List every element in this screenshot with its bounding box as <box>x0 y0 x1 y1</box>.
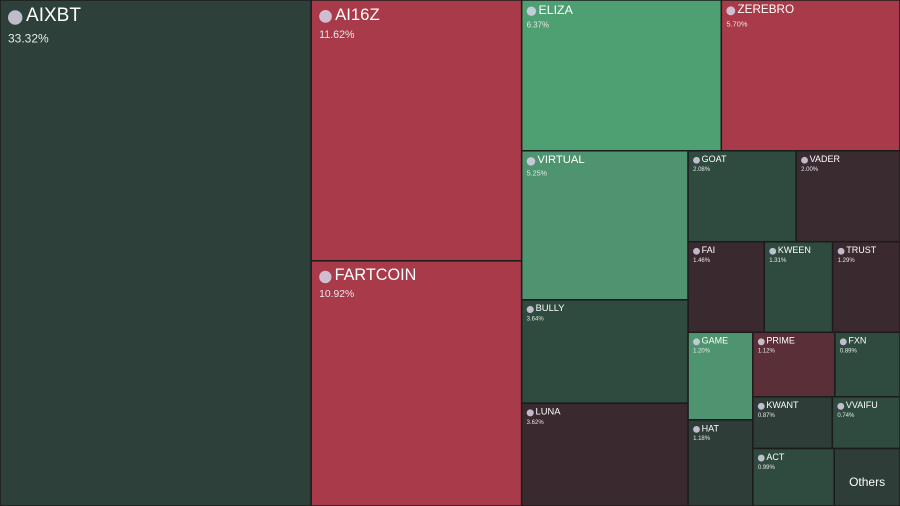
tile-rect <box>520 0 723 152</box>
tile-rect <box>310 0 523 262</box>
tile-icon <box>526 157 536 166</box>
tile-rect <box>763 240 834 334</box>
tile-icon <box>319 270 332 284</box>
tile-icon <box>837 402 845 410</box>
tile: HAT 1.18% <box>687 419 754 506</box>
tile-name: TRUST <box>846 245 876 255</box>
tile-icon <box>526 305 534 314</box>
tile-rect <box>687 240 766 334</box>
tile-icon <box>726 6 736 16</box>
tile: LUNA 3.62% <box>520 402 689 506</box>
tile-value: 5.70% <box>726 19 748 28</box>
tile-icon <box>693 425 700 433</box>
tile-value: 0.87% <box>758 413 776 419</box>
tile-name: AI16Z <box>335 5 380 24</box>
tile-icon <box>757 338 765 346</box>
tile-name: VVAIFU <box>846 400 878 410</box>
tile: VADER 2.00% <box>795 150 900 243</box>
tile-value: 1.31% <box>769 258 787 264</box>
tile: VIRTUAL 5.25% <box>520 150 689 301</box>
tile: ZEREBRO 5.70% <box>720 0 900 152</box>
tile-rect <box>0 0 312 506</box>
tile-icon <box>526 409 534 417</box>
tile: PRIME 1.12% <box>752 331 836 398</box>
tile-name: GAME <box>702 336 729 346</box>
tile-value: 1.29% <box>838 258 856 264</box>
tile-rect <box>520 150 689 301</box>
tile-rect <box>520 402 689 506</box>
tile-value: 33.32% <box>8 31 49 45</box>
tile-name: FXN <box>848 336 866 346</box>
tile-value: 3.64% <box>527 317 545 323</box>
tile-name: ELIZA <box>538 3 573 17</box>
tile-value: 11.62% <box>319 29 355 41</box>
tile-name: AIXBT <box>26 5 81 26</box>
tile-value: 2.00% <box>801 167 819 173</box>
tile-rect <box>720 0 900 152</box>
tile: FARTCOIN 10.92% <box>310 260 523 506</box>
tile-icon <box>837 247 845 255</box>
tile: FXN 0.89% <box>834 331 900 398</box>
tile-icon <box>757 402 765 410</box>
tile: KWANT 0.87% <box>752 396 834 450</box>
tile-icon <box>693 338 700 346</box>
tile: TRUST 1.29% <box>831 240 900 334</box>
tile-rect <box>310 260 523 506</box>
tile-name: ACT <box>766 452 785 462</box>
tile: Others <box>833 447 900 506</box>
tile-value: 6.37% <box>527 20 549 29</box>
tile-value: 0.74% <box>837 413 855 419</box>
tile-value: 5.25% <box>527 170 548 178</box>
tile: AI16Z 11.62% <box>310 0 523 262</box>
tile: ACT 0.99% <box>752 447 835 506</box>
tile-name: VIRTUAL <box>537 154 584 166</box>
tile-rect <box>520 299 689 404</box>
tile-name: HAT <box>702 423 720 433</box>
tile-rect <box>687 150 797 243</box>
tile-value: 3.62% <box>527 420 545 426</box>
tile-name: BULLY <box>536 303 566 313</box>
tile-name: KWEEN <box>778 245 811 255</box>
tile-rect <box>752 447 835 506</box>
tile-value: 1.46% <box>693 258 711 264</box>
tile: GOAT 2.08% <box>687 150 797 243</box>
tile-value: 1.12% <box>758 349 776 355</box>
tile-value: 1.20% <box>693 349 711 355</box>
tile: FAI 1.46% <box>687 240 766 334</box>
tile-icon <box>526 6 537 16</box>
tile-icon <box>693 247 700 255</box>
tile-name: FARTCOIN <box>335 266 417 284</box>
tile: GAME 1.20% <box>687 331 754 421</box>
tile: KWEEN 1.31% <box>763 240 834 334</box>
tile: ELIZA 6.37% <box>520 0 723 152</box>
tile-value: 2.08% <box>693 167 711 173</box>
tile-name: ZEREBRO <box>737 3 794 16</box>
tile-rect <box>831 240 900 334</box>
tile-icon <box>757 454 765 462</box>
tile: VVAIFU 0.74% <box>831 396 900 450</box>
tile-icon <box>8 10 23 25</box>
tile-icon <box>769 247 777 255</box>
tile-value: 0.89% <box>840 349 858 355</box>
tile: BULLY 3.64% <box>520 299 689 404</box>
tile: AIXBT 33.32% <box>0 0 312 506</box>
tile-name: PRIME <box>766 336 795 346</box>
tile-icon <box>801 156 808 164</box>
tile-name: KWANT <box>766 400 799 410</box>
tile-value: 1.18% <box>693 436 711 442</box>
tile-rect <box>795 150 900 243</box>
tile-rect <box>833 447 900 506</box>
tile-value: 10.92% <box>319 289 354 300</box>
tile-rect <box>687 419 754 506</box>
tile-icon <box>839 338 847 346</box>
tile-icon <box>319 10 332 23</box>
tile-name: VADER <box>810 154 841 164</box>
tile-icon <box>693 156 700 164</box>
tile-name: LUNA <box>536 407 562 417</box>
tile-name: FAI <box>702 245 716 255</box>
tile-name: GOAT <box>702 154 727 164</box>
tile-name: Others <box>849 475 885 489</box>
tile-value: 0.99% <box>758 465 776 471</box>
